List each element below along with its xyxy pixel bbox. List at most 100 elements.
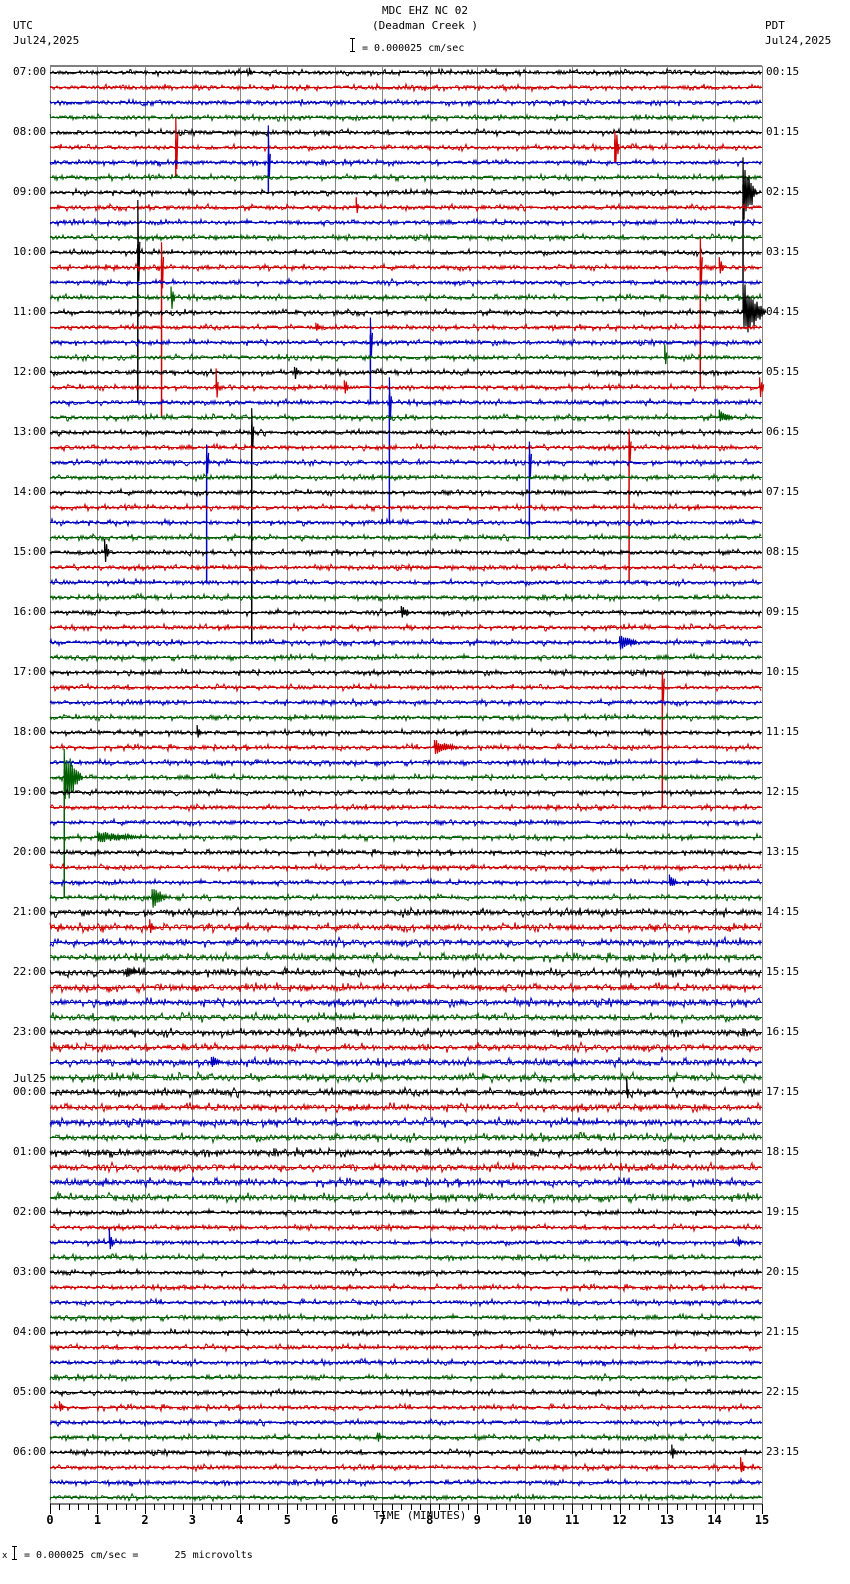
scale-bar-icon [350, 38, 358, 52]
left-hour-label: 08:00 [13, 125, 47, 138]
trace-row [49, 487, 762, 498]
header-scale: = 0.000025 cm/sec [362, 43, 465, 54]
right-hour-label: 11:15 [766, 725, 800, 738]
trace-row [49, 1131, 762, 1145]
trace-row [49, 118, 762, 177]
trace-row [49, 428, 762, 582]
right-hour-label: 23:15 [766, 1445, 800, 1458]
trace-row [49, 82, 762, 94]
left-hour-label: 09:00 [13, 185, 47, 198]
trace-row [49, 740, 762, 755]
trace-row [49, 217, 762, 228]
x-tick-label: 15 [755, 1513, 769, 1527]
trace-row [49, 1327, 762, 1338]
trace-row [49, 1160, 762, 1174]
trace-row [49, 1477, 762, 1488]
trace-row [49, 317, 762, 402]
x-tick-label: 12 [612, 1513, 626, 1527]
trace-row [49, 652, 762, 664]
trace-row [49, 670, 762, 807]
right-hour-label: 16:15 [766, 1025, 800, 1038]
right-hour-label: 10:15 [766, 665, 800, 678]
left-hour-label: 16:00 [13, 605, 47, 618]
trace-row [49, 237, 762, 417]
header-left-tz: UTC [13, 19, 33, 32]
x-tick-label: 0 [46, 1513, 53, 1527]
x-tick-label: 1 [94, 1513, 101, 1527]
header-right-tz: PDT [765, 19, 785, 32]
left-hour-label: 18:00 [13, 725, 47, 738]
trace-row [49, 1026, 762, 1040]
trace-row [49, 592, 762, 603]
trace-row [49, 368, 765, 398]
left-hour-label: 11:00 [13, 305, 47, 318]
trace-row [49, 1010, 762, 1025]
left-hour-label: 01:00 [13, 1145, 47, 1158]
trace-row [50, 232, 762, 243]
x-tick-label: 2 [141, 1513, 148, 1527]
trace-row [49, 199, 762, 402]
header-right-date: Jul24,2025 [765, 34, 832, 47]
trace-row [49, 1040, 762, 1054]
right-hour-label: 06:15 [766, 425, 800, 438]
header-left-date: Jul24,2025 [13, 34, 80, 47]
x-tick-label: 10 [517, 1513, 531, 1527]
x-tick-label: 8 [426, 1513, 433, 1527]
footer-scale-note: = 0.000025 cm/sec = 25 microvolts [24, 1550, 253, 1561]
right-hour-label: 12:15 [766, 785, 800, 798]
trace-row [49, 408, 762, 642]
trace-row [49, 981, 762, 995]
trace-row [49, 197, 762, 214]
x-tick-label: 11 [565, 1513, 579, 1527]
right-hour-label: 14:15 [766, 905, 800, 918]
trace-row [49, 112, 762, 123]
right-hour-label: 08:15 [766, 545, 800, 558]
trace-row [49, 919, 762, 935]
trace-row [49, 157, 762, 282]
right-hour-label: 20:15 [766, 1265, 800, 1278]
left-hour-label: 06:00 [13, 1445, 47, 1458]
right-hour-label: 19:15 [766, 1205, 800, 1218]
trace-row [49, 847, 762, 858]
trace-row [49, 172, 762, 183]
left-hour-label: 20:00 [13, 845, 47, 858]
trace-row [49, 366, 762, 379]
trace-row [49, 97, 762, 108]
left-hour-label: 10:00 [13, 245, 47, 258]
right-hour-label: 22:15 [766, 1385, 800, 1398]
trace-row [49, 622, 762, 633]
left-hour-label: 07:00 [13, 65, 47, 78]
trace-row [49, 1457, 762, 1473]
x-tick-label: 13 [660, 1513, 674, 1527]
trace-row [49, 697, 762, 708]
right-hour-label: 13:15 [766, 845, 800, 858]
trace-row [49, 472, 762, 483]
left-hour-label: 17:00 [13, 665, 47, 678]
trace-row [49, 802, 762, 813]
left-hour-label: 05:00 [13, 1385, 47, 1398]
header-station: MDC EHZ NC 02 [381, 4, 469, 17]
trace-row [49, 1282, 762, 1293]
left-hour-label: 12:00 [13, 365, 47, 378]
trace-row [49, 1432, 762, 1443]
left-hour-label: 13:00 [13, 425, 47, 438]
trace-row [49, 1444, 762, 1459]
left-hour-label: 22:00 [13, 965, 47, 978]
trace-row [49, 1372, 762, 1383]
right-hour-label: 21:15 [766, 1325, 800, 1338]
left-hour-label: 23:00 [13, 1025, 47, 1038]
right-hour-label: 04:15 [766, 305, 800, 318]
right-hour-label: 15:15 [766, 965, 800, 978]
right-hour-label: 18:15 [766, 1145, 800, 1158]
trace-row [49, 724, 762, 738]
trace-row [49, 577, 762, 588]
trace-row [49, 517, 762, 528]
trace-row [49, 1101, 762, 1114]
left-hour-label: 00:00 [13, 1085, 47, 1098]
trace-row [49, 1401, 762, 1413]
trace-row [49, 874, 762, 888]
trace-row [50, 286, 762, 309]
trace-row [49, 1417, 762, 1428]
left-hour-label: 21:00 [13, 905, 47, 918]
trace-row [49, 1252, 762, 1263]
